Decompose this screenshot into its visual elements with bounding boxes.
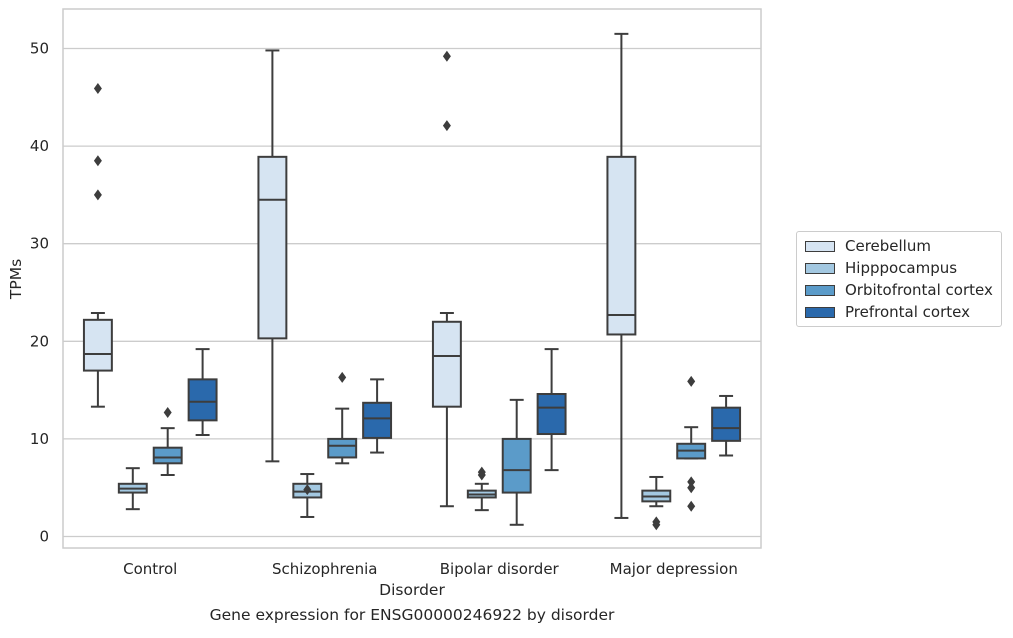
legend-label-prefrontal: Prefrontal cortex bbox=[845, 303, 970, 321]
box-cerebellum bbox=[82, 83, 113, 408]
box-hipppocampus bbox=[117, 467, 148, 511]
y-tick-label: 20 bbox=[30, 332, 49, 350]
legend-swatch-hippocampus bbox=[805, 262, 835, 274]
box-iqr bbox=[606, 155, 637, 336]
box-iqr bbox=[187, 378, 218, 422]
box-layer bbox=[82, 32, 742, 531]
box-hipppocampus bbox=[641, 475, 672, 531]
outlier-point bbox=[338, 371, 347, 383]
box-prefrontal-cortex bbox=[536, 348, 567, 472]
legend-swatch-cerebellum bbox=[805, 240, 835, 252]
y-tick-label: 30 bbox=[30, 235, 49, 253]
outlier-point bbox=[442, 50, 451, 62]
outlier-point bbox=[687, 482, 696, 494]
box-hipppocampus bbox=[292, 473, 323, 518]
x-axis-label: Disorder bbox=[379, 581, 445, 599]
y-tick-label: 10 bbox=[30, 430, 49, 448]
x-tick-label: Schizophrenia bbox=[272, 560, 377, 578]
box-iqr bbox=[327, 437, 358, 459]
box-iqr bbox=[152, 446, 183, 465]
box-orbitofrontal-cortex bbox=[501, 398, 532, 526]
x-tick-label: Major depression bbox=[610, 560, 738, 578]
box-iqr bbox=[501, 437, 532, 494]
box-iqr bbox=[82, 318, 113, 372]
box-prefrontal-cortex bbox=[362, 378, 393, 454]
legend-label-hippocampus: Hipppocampus bbox=[845, 259, 958, 277]
outlier-point bbox=[687, 375, 696, 387]
outlier-point bbox=[687, 476, 696, 488]
box-cerebellum bbox=[257, 49, 288, 463]
x-tick-label: Control bbox=[123, 560, 177, 578]
legend-item-prefrontal: Prefrontal cortex bbox=[805, 302, 970, 322]
box-cerebellum bbox=[431, 50, 462, 508]
box-iqr bbox=[431, 320, 462, 408]
outlier-point bbox=[687, 500, 696, 512]
outlier-point bbox=[163, 407, 172, 419]
outlier-point bbox=[442, 120, 451, 132]
legend-item-hippocampus: Hipppocampus bbox=[805, 258, 957, 278]
box-orbitofrontal-cortex bbox=[676, 375, 707, 512]
box-iqr bbox=[257, 155, 288, 340]
y-tick-label: 50 bbox=[30, 40, 49, 58]
box-prefrontal-cortex bbox=[711, 394, 742, 457]
figure-caption: Gene expression for ENSG00000246922 by d… bbox=[209, 606, 615, 624]
legend-item-orbitofrontal: Orbitofrontal cortex bbox=[805, 280, 993, 300]
outlier-point bbox=[303, 484, 312, 496]
y-tick-label: 40 bbox=[30, 137, 49, 155]
y-axis-label: TPMs bbox=[7, 259, 25, 300]
legend-label-orbitofrontal: Orbitofrontal cortex bbox=[845, 281, 993, 299]
legend-swatch-prefrontal bbox=[805, 306, 835, 318]
box-prefrontal-cortex bbox=[187, 348, 218, 436]
y-tick-label: 0 bbox=[39, 528, 49, 546]
outlier-point bbox=[652, 516, 661, 528]
box-hipppocampus bbox=[466, 466, 497, 512]
grid-layer bbox=[63, 47, 761, 538]
legend: Cerebellum Hipppocampus Orbitofrontal co… bbox=[796, 231, 1002, 327]
legend-swatch-orbitofrontal bbox=[805, 284, 835, 296]
outlier-point bbox=[93, 83, 102, 95]
box-iqr bbox=[536, 393, 567, 436]
box-orbitofrontal-cortex bbox=[327, 371, 358, 465]
box-cerebellum bbox=[606, 32, 637, 519]
box-iqr bbox=[362, 401, 393, 439]
outlier-point bbox=[93, 155, 102, 167]
plot-frame bbox=[62, 8, 762, 549]
legend-label-cerebellum: Cerebellum bbox=[845, 237, 931, 255]
outlier-point bbox=[93, 189, 102, 201]
axis-layer: 0 10 20 30 40 50 Control Schizophrenia Bipolar d… bbox=[30, 40, 738, 579]
box-iqr bbox=[711, 406, 742, 442]
box-orbitofrontal-cortex bbox=[152, 407, 183, 477]
x-tick-label: Bipolar disorder bbox=[440, 560, 560, 578]
legend-item-cerebellum: Cerebellum bbox=[805, 236, 931, 256]
outlier-point bbox=[477, 466, 486, 478]
